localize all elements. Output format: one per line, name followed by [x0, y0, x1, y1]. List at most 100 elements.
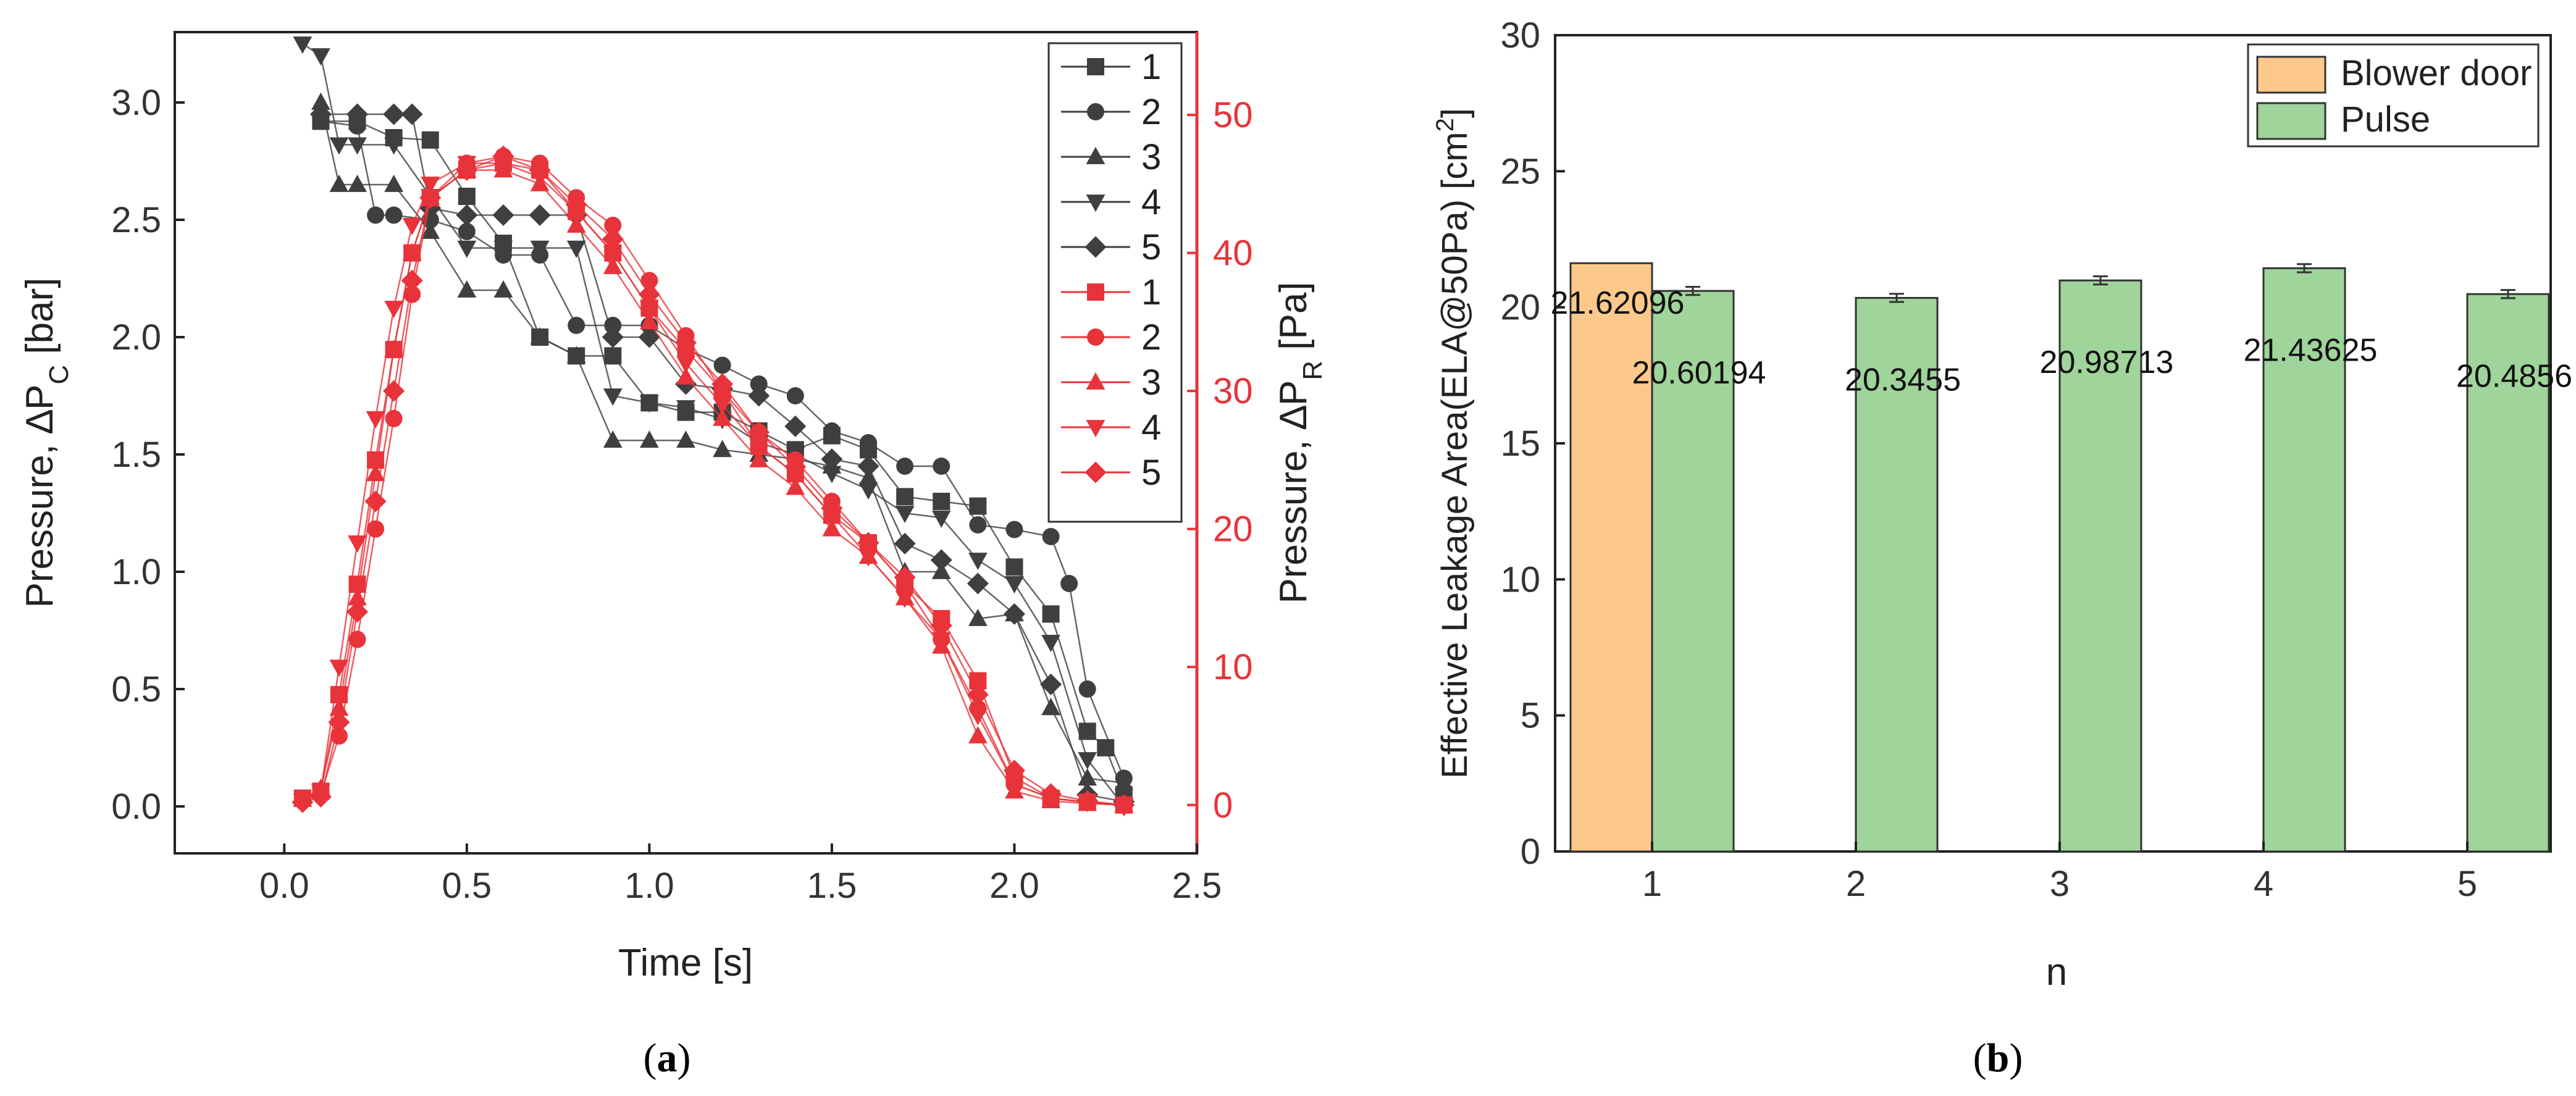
b-ytick-label: 20 [1500, 288, 1540, 328]
a-left-point [1005, 521, 1023, 538]
a-legend-label: 1 [1141, 47, 1161, 87]
a-left-point [967, 572, 989, 595]
a-left-point [895, 506, 915, 524]
a-left-series-4 [293, 36, 1134, 817]
a-ytick-left-label: 1.0 [111, 552, 161, 592]
a-right-line-1 [302, 162, 1124, 806]
a-left-point [639, 395, 659, 413]
a-right-point [894, 566, 916, 588]
a-ytick-left-label: 2.0 [111, 317, 161, 358]
a-left-point [311, 48, 330, 66]
a-left-point [676, 400, 695, 418]
a-right-point [529, 159, 551, 182]
a-right-point [348, 588, 367, 606]
a-left-point [492, 204, 514, 226]
a-legend-label: 5 [1141, 453, 1161, 493]
a-left-point [456, 204, 478, 226]
a-left-point [857, 455, 879, 477]
a-right-line-2 [302, 155, 1124, 806]
a-left-point [603, 430, 623, 448]
b-bar-pulse [2262, 267, 2346, 853]
a-ytick-right-label: 40 [1213, 233, 1253, 274]
a-left-point [457, 280, 477, 298]
a-right-point [968, 708, 988, 726]
a-legend-label: 3 [1141, 137, 1161, 177]
panel-a: 0.0 0.5 1.0 1.5 2.0 2.5 0.0 0.5 1.0 1.5 2.0 2.5 3.0 0… [19, 31, 1328, 1081]
a-right-point [930, 614, 952, 637]
a-left-line-1 [321, 120, 1125, 795]
a-right-point [749, 438, 769, 456]
a-left-series-5 [309, 103, 1135, 813]
a-left-point [1005, 576, 1024, 594]
a-left-point [603, 388, 623, 406]
b-data-label-pulse: 20.98713 [2040, 345, 2174, 380]
a-right-point [822, 519, 842, 537]
b-bar-pulse [1651, 290, 1735, 853]
b-bar-pulse [2058, 279, 2142, 853]
a-left-point [329, 174, 349, 192]
caption-a: (a) [644, 1035, 691, 1081]
a-right-line-3 [302, 169, 1124, 806]
a-left-point [969, 497, 987, 515]
a-left-point [348, 137, 367, 155]
a-left-point [784, 415, 807, 437]
a-left-point [602, 326, 624, 348]
a-right-point [602, 228, 624, 250]
a-legend-label: 2 [1141, 92, 1161, 132]
a-right-point [639, 301, 659, 319]
b-ytick-label: 15 [1500, 424, 1540, 464]
a-left-point [933, 493, 950, 510]
a-right-point [968, 726, 988, 743]
a-right-point [328, 711, 350, 734]
a-xtick-label: 0.5 [442, 866, 492, 906]
a-right-point [639, 312, 659, 330]
a-left-line-4 [302, 43, 1125, 807]
b-ytick-label: 5 [1521, 696, 1540, 736]
a-left-point [1040, 673, 1062, 695]
a-right-point [603, 245, 623, 263]
a-right-point [638, 283, 660, 306]
b-data-label-blower-door: 21.62096 [1551, 285, 1685, 321]
b-data-label-pulse: 20.4856 [2456, 358, 2572, 394]
a-right-point [749, 450, 769, 467]
a-legend-label: 3 [1141, 362, 1161, 403]
a-left-point [421, 221, 440, 239]
a-left-point [750, 375, 768, 393]
a-right-point [492, 145, 514, 167]
a-left-line-5 [321, 113, 1125, 803]
a-left-point [931, 510, 951, 528]
b-xtick-label: 3 [2050, 864, 2070, 904]
a-left-point [748, 385, 770, 407]
a-right-point [967, 684, 989, 706]
a-ytick-right-label: 10 [1213, 647, 1253, 687]
a-right-point [640, 272, 658, 290]
a-ytick-left-label: 1.5 [111, 435, 161, 475]
a-legend-marker [1087, 103, 1104, 120]
a-legend-label: 2 [1141, 317, 1161, 358]
a-right-series-3 [293, 160, 1134, 813]
a-left-point [457, 240, 477, 258]
b-legend-swatch [2256, 56, 2326, 94]
a-left-point [530, 327, 550, 345]
a-left-point [401, 103, 423, 125]
a-legend-label: 5 [1141, 227, 1161, 267]
a-ytick-right-label: 0 [1213, 785, 1233, 826]
a-left-point [309, 103, 332, 125]
panel-b: 21.62096 20.60194 20.3455 20.98713 21.43625 2… [1432, 15, 2572, 1081]
a-left-point [860, 434, 878, 451]
a-left-point [1078, 722, 1096, 740]
b-ytick-label: 10 [1500, 559, 1540, 600]
a-xtick-label: 0.0 [259, 866, 309, 906]
a-xtick-label: 1.0 [624, 866, 674, 906]
a-right-point [309, 785, 332, 808]
a-left-point [821, 448, 843, 471]
a-right-point [786, 477, 805, 495]
a-legend-box [1047, 42, 1183, 523]
a-left-point [384, 137, 404, 155]
a-ytick-right-label: 20 [1213, 509, 1253, 550]
a-legend-marker [1085, 461, 1107, 483]
a-left-point [568, 317, 585, 335]
a-right-point [895, 590, 915, 608]
a-left-point [713, 440, 732, 458]
a-legend-marker [1087, 328, 1104, 346]
